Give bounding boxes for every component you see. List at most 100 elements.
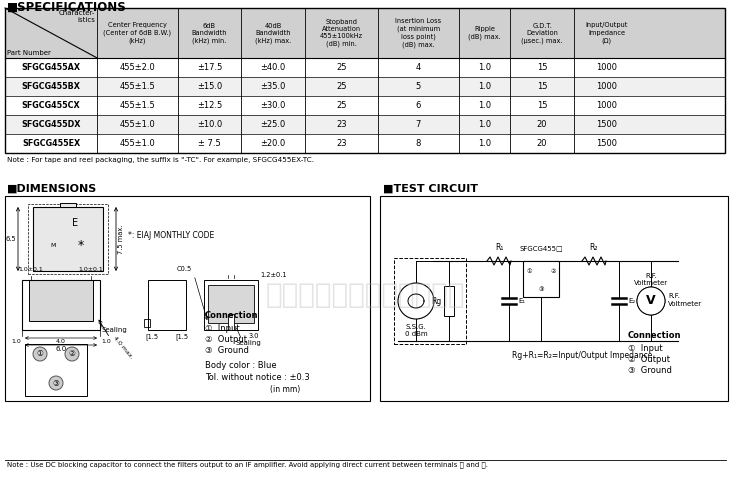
Text: ±20.0: ±20.0 [260, 139, 286, 148]
Text: ±15.0: ±15.0 [197, 82, 222, 91]
Text: 1500: 1500 [596, 139, 618, 148]
Text: 1.0±0.1: 1.0±0.1 [79, 267, 103, 272]
Text: ①  Input: ① Input [628, 344, 662, 353]
Text: (in mm): (in mm) [270, 385, 300, 394]
Text: *: * [77, 239, 84, 252]
Text: 25: 25 [336, 82, 346, 91]
Circle shape [637, 287, 665, 315]
Text: ②: ② [69, 349, 75, 359]
Text: M: M [50, 243, 56, 248]
Text: ±40.0: ±40.0 [260, 63, 286, 72]
Text: 1000: 1000 [596, 82, 618, 91]
Text: 5: 5 [416, 82, 421, 91]
Text: E₁: E₁ [518, 298, 525, 304]
Text: Part Number: Part Number [7, 50, 51, 56]
Text: 1000: 1000 [596, 63, 618, 72]
Text: 23: 23 [336, 139, 346, 148]
Bar [29, 280, 93, 321]
Text: Voltmeter: Voltmeter [668, 301, 702, 307]
Text: SFGCG455DX: SFGCG455DX [21, 120, 80, 129]
Text: *: EIAJ MONTHLY CODE: *: EIAJ MONTHLY CODE [128, 231, 214, 240]
Bar [523, 261, 559, 297]
Text: 23: 23 [336, 120, 346, 129]
Text: R.F.: R.F. [645, 296, 656, 300]
Text: ±25.0: ±25.0 [260, 120, 286, 129]
Bar [5, 77, 725, 96]
Bar [444, 286, 454, 316]
Text: R.F.: R.F. [668, 293, 680, 299]
Text: 1.0: 1.0 [478, 82, 491, 91]
Text: ■SPECIFICATIONS: ■SPECIFICATIONS [7, 1, 126, 14]
Bar [22, 280, 100, 330]
Bar [5, 134, 725, 153]
Text: 0 dBm: 0 dBm [405, 331, 428, 337]
Text: Note : Use DC blocking capacitor to connect the filters output to an IF amplifie: Note : Use DC blocking capacitor to conn… [7, 461, 488, 468]
Text: [1.5: [1.5 [145, 333, 159, 340]
Text: SFGCG455□: SFGCG455□ [519, 245, 563, 251]
Circle shape [65, 347, 79, 361]
Text: Rg: Rg [431, 297, 441, 305]
Bar [228, 314, 234, 330]
Text: 1.2±0.1: 1.2±0.1 [260, 272, 287, 278]
Bar [60, 203, 76, 207]
Text: 1.0: 1.0 [101, 339, 111, 344]
Text: 7: 7 [416, 120, 421, 129]
Text: ③: ③ [538, 287, 544, 291]
Text: ②  Output: ② Output [205, 335, 247, 344]
Text: 1.0: 1.0 [478, 139, 491, 148]
Text: Ripple
(dB) max.: Ripple (dB) max. [468, 26, 501, 40]
Text: Rg+R₁=R₂=Input/Output Impedance: Rg+R₁=R₂=Input/Output Impedance [512, 351, 653, 360]
Text: Body color : Blue: Body color : Blue [205, 361, 276, 370]
Bar [394, 258, 466, 344]
Circle shape [33, 347, 47, 361]
Text: S.S.G.: S.S.G. [406, 324, 426, 330]
Text: Sealing: Sealing [236, 340, 262, 346]
Text: ■DIMENSIONS: ■DIMENSIONS [7, 184, 97, 194]
Circle shape [398, 283, 434, 319]
Text: ②: ② [550, 269, 556, 274]
Text: Input/Output
Impedance
(Ω): Input/Output Impedance (Ω) [586, 23, 628, 44]
Text: SFGCG455CX: SFGCG455CX [22, 101, 80, 110]
Text: Tol. without notice : ±0.3: Tol. without notice : ±0.3 [205, 373, 310, 382]
Bar [5, 96, 725, 115]
Text: 6: 6 [416, 101, 421, 110]
Bar [5, 115, 725, 134]
Text: 455±1.0: 455±1.0 [120, 139, 156, 148]
Text: Note : For tape and reel packaging, the suffix is "-TC". For example, SFGCG455EX: Note : For tape and reel packaging, the … [7, 157, 314, 163]
Bar [148, 280, 186, 330]
Text: 6.5: 6.5 [5, 236, 16, 242]
Bar [5, 8, 725, 58]
Text: 1.0: 1.0 [11, 339, 21, 344]
Text: 深圳市福田区创稀电子商行: 深圳市福田区创稀电子商行 [265, 281, 465, 309]
Text: SFGCG455BX: SFGCG455BX [22, 82, 80, 91]
Text: ±10.0: ±10.0 [197, 120, 222, 129]
Text: ②  Output: ② Output [628, 355, 670, 364]
Bar [144, 319, 150, 327]
Text: SFGCG455EX: SFGCG455EX [22, 139, 80, 148]
Text: 8: 8 [416, 139, 421, 148]
Text: meter: meter [643, 309, 659, 313]
Text: R₂: R₂ [590, 243, 598, 252]
Text: Insertion Loss
(at minimum
loss point)
(dB) max.: Insertion Loss (at minimum loss point) (… [395, 18, 442, 48]
Text: 7.5 max.: 7.5 max. [118, 224, 124, 254]
Text: 25: 25 [336, 63, 346, 72]
Text: ③  Ground: ③ Ground [205, 346, 249, 355]
Text: 455±1.0: 455±1.0 [120, 120, 156, 129]
Text: 1000: 1000 [596, 101, 618, 110]
Text: 15: 15 [537, 101, 548, 110]
Text: ①  Input: ① Input [205, 324, 240, 333]
Text: ±17.5: ±17.5 [197, 63, 222, 72]
Circle shape [49, 376, 63, 390]
Text: Voltmeter: Voltmeter [634, 280, 668, 286]
Text: Sealing: Sealing [102, 327, 128, 333]
Text: 1.0: 1.0 [478, 120, 491, 129]
Text: 455±1.5: 455±1.5 [120, 82, 156, 91]
Text: [1.5: [1.5 [175, 333, 189, 340]
Text: 4.0 max.: 4.0 max. [112, 335, 134, 360]
Text: ③: ③ [53, 379, 59, 387]
Text: ± 7.5: ± 7.5 [198, 139, 221, 148]
Text: 15: 15 [537, 63, 548, 72]
Text: 6dB
Bandwidth
(kHz) min.: 6dB Bandwidth (kHz) min. [192, 23, 227, 44]
Text: 455±1.5: 455±1.5 [120, 101, 156, 110]
Text: 4.0: 4.0 [56, 339, 66, 344]
